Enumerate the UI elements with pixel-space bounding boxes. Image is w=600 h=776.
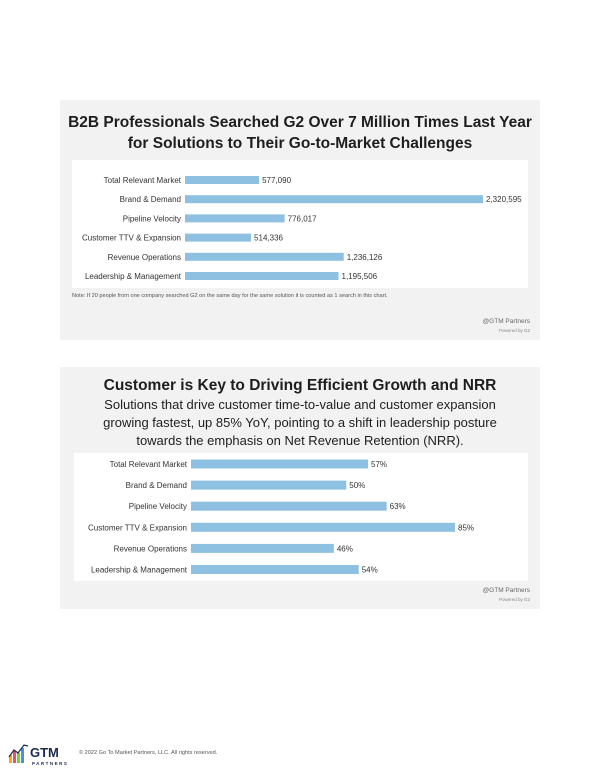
bar xyxy=(185,233,252,242)
chart-card-growth: Customer is Key to Driving Efficient Gro… xyxy=(60,367,540,609)
value-label: 85% xyxy=(458,523,474,532)
bar xyxy=(185,176,260,184)
category-label: Total Relevant Market xyxy=(104,176,182,185)
value-label: 2,320,595 xyxy=(486,195,522,204)
copyright-text: © 2022 Go To Market Partners, LLC. All r… xyxy=(79,750,218,756)
credit-powered: Powered by G2 xyxy=(498,328,530,333)
value-label: 50% xyxy=(349,481,365,490)
value-label: 54% xyxy=(362,566,378,575)
credit-brand: @GTM Partners xyxy=(482,587,530,594)
value-label: 776,017 xyxy=(288,214,317,223)
value-label: 57% xyxy=(371,460,387,469)
credit-brand: @GTM Partners xyxy=(482,318,530,325)
bar-chart-growth: Total Relevant Market 57% Brand & Demand 50… xyxy=(88,459,474,575)
category-label: Brand & Demand xyxy=(126,481,187,490)
bar xyxy=(191,480,347,490)
credit-block: @GTM Partners Powered by G2 xyxy=(483,318,530,333)
bar xyxy=(185,195,483,204)
category-label: Total Relevant Market xyxy=(110,460,188,469)
logo-subtext: PARTNERS xyxy=(32,761,68,766)
value-label: 63% xyxy=(390,502,406,511)
category-label: Leadership & Management xyxy=(91,566,188,575)
bar xyxy=(185,252,344,261)
credit-block: @GTM Partners Powered by G2 xyxy=(483,587,530,602)
category-label: Revenue Operations xyxy=(114,544,187,553)
category-label: Pipeline Velocity xyxy=(129,502,187,511)
value-label: 514,336 xyxy=(254,234,283,243)
bar xyxy=(191,543,334,553)
logo-text: GTM xyxy=(30,745,59,760)
category-label: Brand & Demand xyxy=(120,195,181,204)
category-label: Leadership & Management xyxy=(85,272,182,281)
chart-note: Note: If 20 people from one company sear… xyxy=(72,293,388,299)
value-label: 577,090 xyxy=(262,176,291,185)
chart-card-searches: B2B Professionals Searched G2 Over 7 Mil… xyxy=(60,100,540,340)
category-label: Customer TTV & Expansion xyxy=(88,523,187,532)
chart-title: B2B Professionals Searched G2 Over 7 Mil… xyxy=(68,114,532,152)
category-label: Revenue Operations xyxy=(108,253,181,262)
category-label: Pipeline Velocity xyxy=(123,214,181,223)
gtm-partners-logo: GTM PARTNERS xyxy=(8,741,74,767)
value-label: 1,195,506 xyxy=(342,272,378,281)
plot-area: Total Relevant Market 577,090 Brand & Dema… xyxy=(72,160,528,288)
value-label: 1,236,126 xyxy=(347,253,383,262)
bar xyxy=(191,459,369,469)
plot-area: Total Relevant Market 57% Brand & Demand 50… xyxy=(74,453,528,581)
bar xyxy=(185,214,285,223)
credit-powered: Powered by G2 xyxy=(498,597,530,602)
bar xyxy=(185,272,339,280)
bar xyxy=(191,501,387,511)
chart-logo-icon xyxy=(8,744,29,763)
bar-chart-searches: Total Relevant Market 577,090 Brand & Dema… xyxy=(82,176,522,281)
value-label: 46% xyxy=(337,544,353,553)
bar xyxy=(191,522,455,532)
category-label: Customer TTV & Expansion xyxy=(82,234,181,243)
chart-subtitle: Solutions that drive customer time-to-va… xyxy=(103,397,497,448)
chart-title: Customer is Key to Driving Efficient Gro… xyxy=(103,377,497,394)
bar xyxy=(191,565,359,574)
